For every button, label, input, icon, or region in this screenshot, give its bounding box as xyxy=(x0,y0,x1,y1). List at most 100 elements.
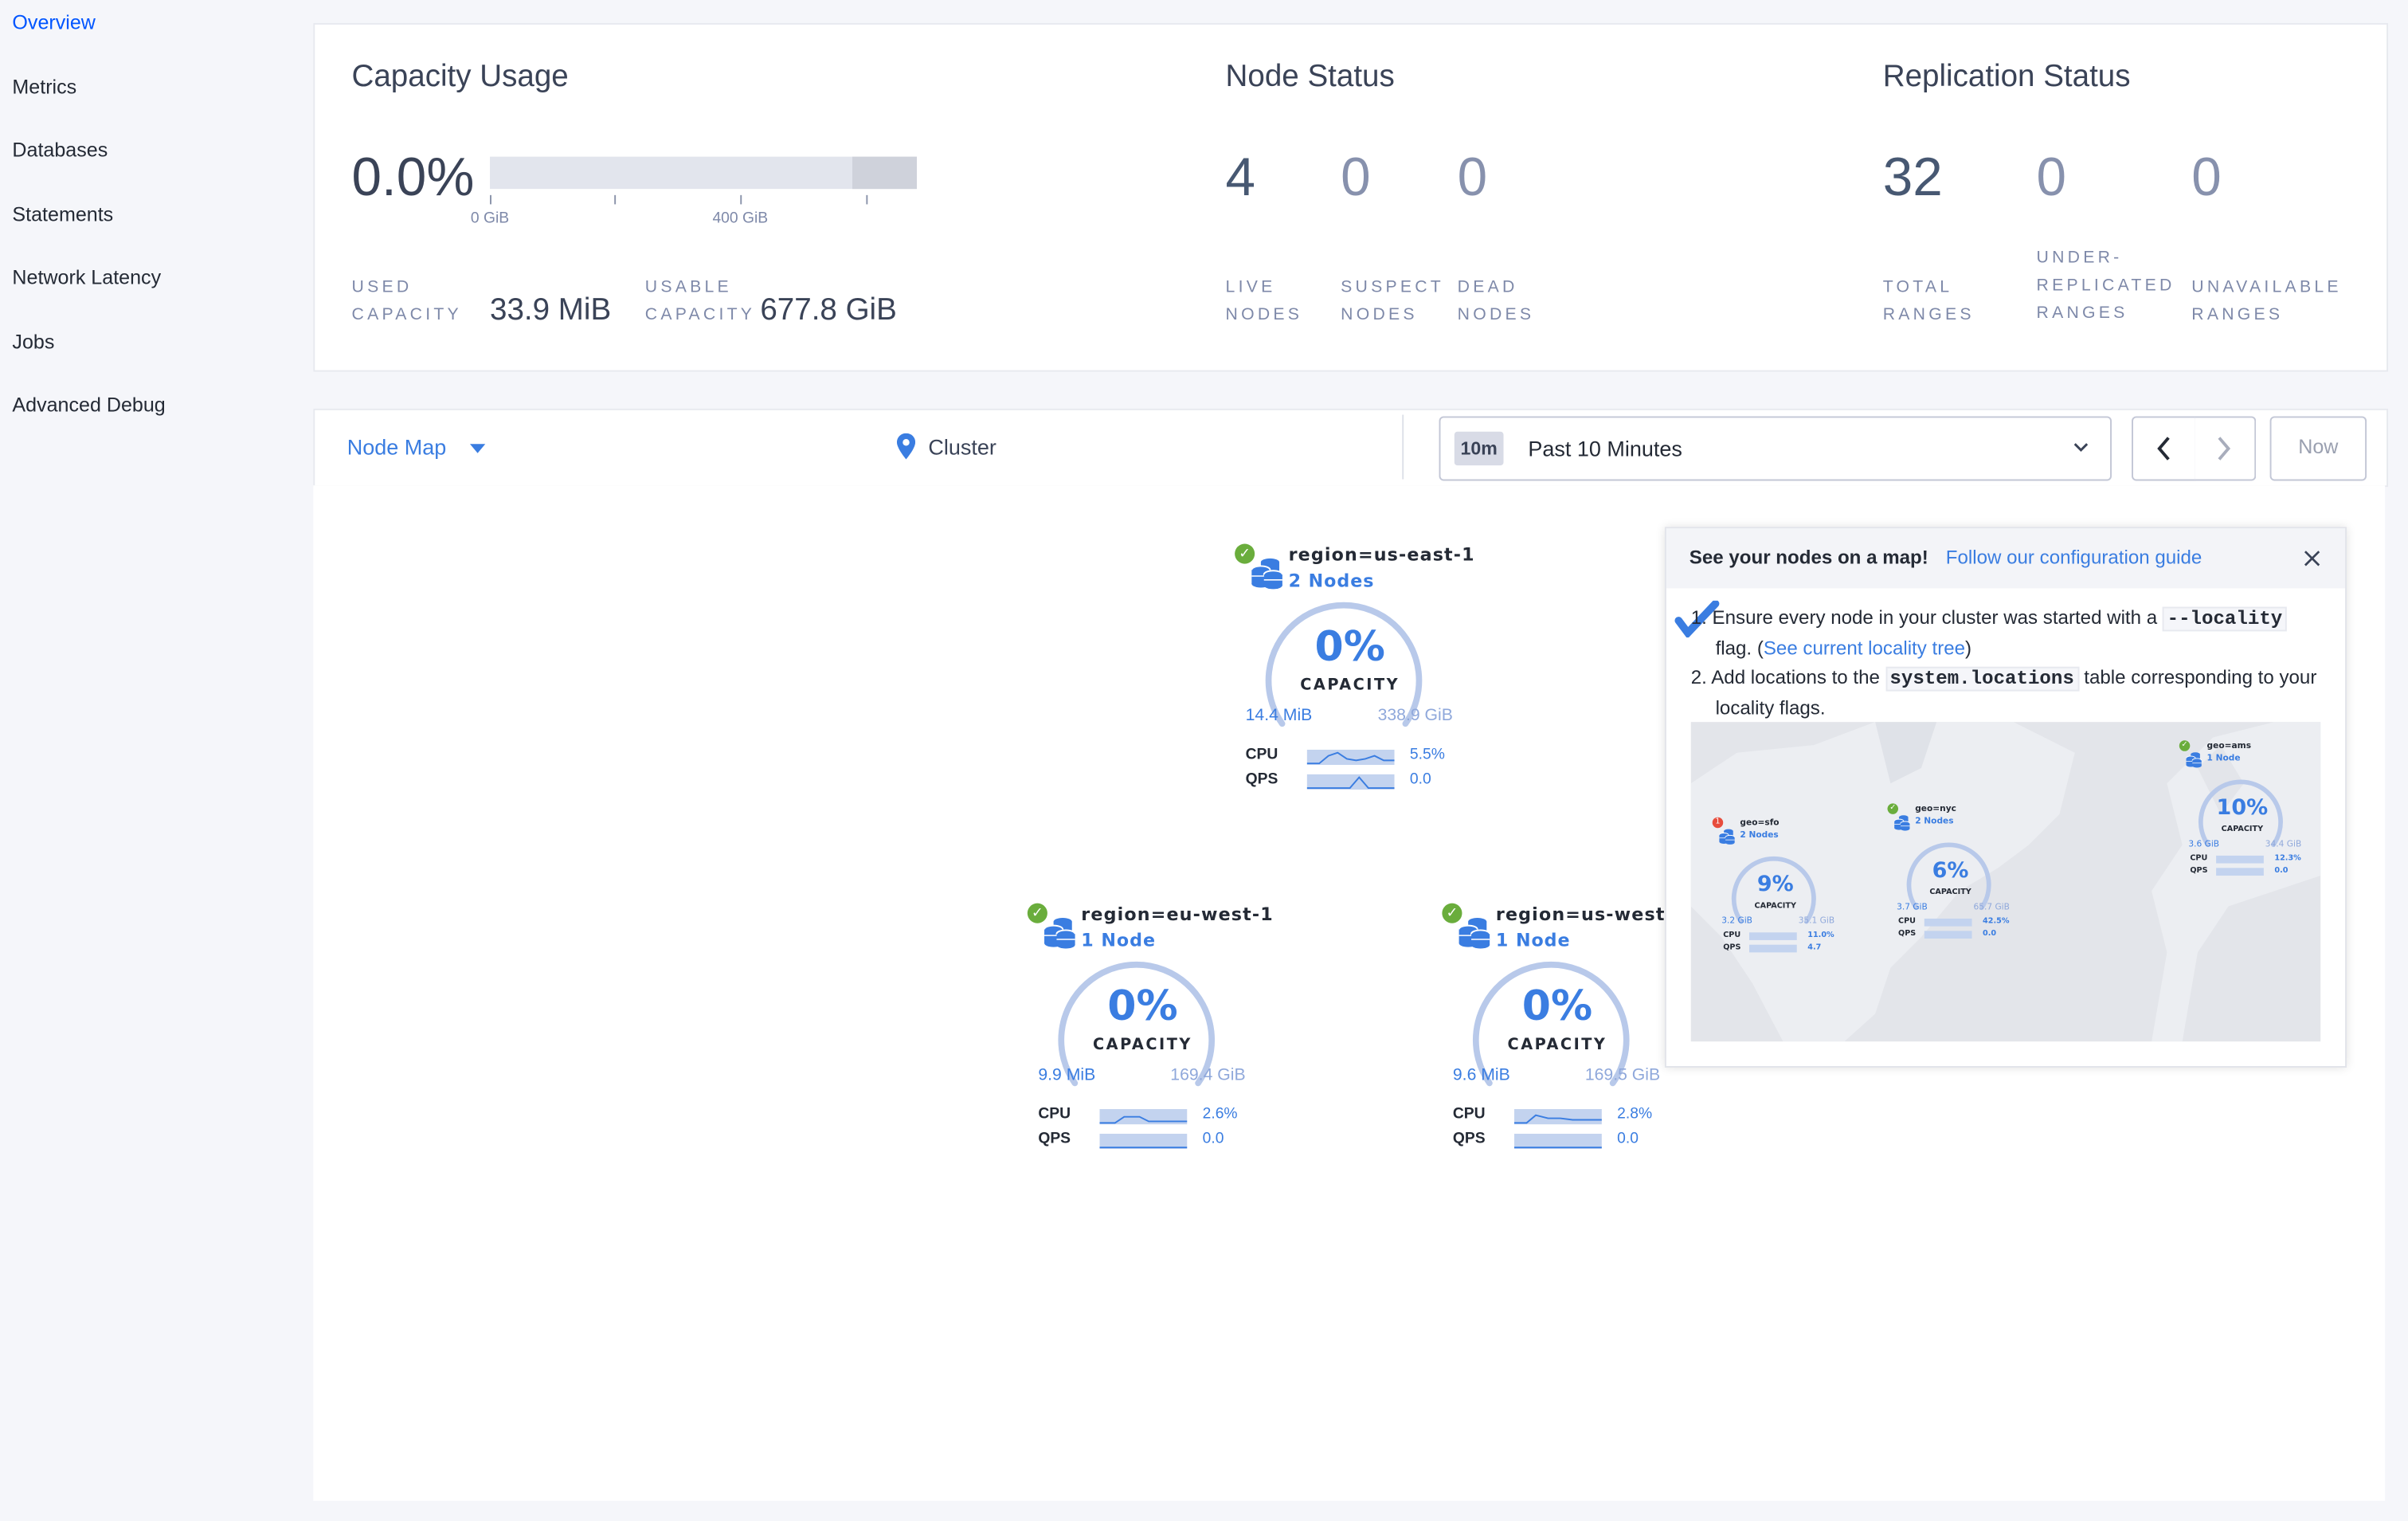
step-text: table corresponding to your locality fla… xyxy=(1715,666,2317,719)
time-range-select[interactable]: 10m Past 10 Minutes xyxy=(1439,416,2112,481)
label-line: LIVE xyxy=(1225,277,1276,297)
chevron-left-icon xyxy=(2157,437,2170,461)
bar-tick xyxy=(866,194,868,205)
total-capacity: 338.9 GiB xyxy=(1377,706,1453,726)
capacity-label: CAPACITY xyxy=(2221,825,2264,834)
healthy-check-icon: ✓ xyxy=(2179,740,2191,751)
capacity-percent: 0% xyxy=(1521,982,1593,1031)
next-time-button[interactable] xyxy=(2195,416,2257,481)
used-capacity-label: USED CAPACITY xyxy=(352,273,462,328)
region-name: region=eu-west-1 xyxy=(1081,903,1274,925)
capacity-gauge xyxy=(1731,856,1816,924)
cpu-label: CPU xyxy=(2190,853,2208,864)
label-line: USABLE xyxy=(644,277,732,297)
cpu-value: 2.6% xyxy=(1202,1106,1238,1123)
time-range-label: Past 10 Minutes xyxy=(1528,436,1682,461)
capacity-gauge xyxy=(1472,962,1630,1087)
capacity-gauge xyxy=(2198,779,2283,848)
world-map-landmass xyxy=(1690,722,2321,1042)
step-text: flag. ( xyxy=(1715,637,1764,659)
sidebar-item-jobs[interactable]: Jobs xyxy=(12,330,55,354)
used-capacity: 14.4 MiB xyxy=(1245,706,1313,726)
node-group-us-west-1[interactable]: ✓ region=us-west-1 1 Node 0% CAPACITY 9.6 MiB… xyxy=(1442,903,1749,1165)
cpu-sparkline xyxy=(2216,855,2264,864)
view-select-dropdown[interactable]: Node Map xyxy=(347,434,487,460)
total-capacity: 35.1 GiB xyxy=(1798,917,1835,927)
previous-time-button[interactable] xyxy=(2132,416,2197,481)
used-capacity-value: 33.9 MiB xyxy=(490,293,612,327)
cpu-value: 11.0% xyxy=(1807,931,1834,940)
capacity-percent: 10% xyxy=(2216,795,2269,821)
database-icon xyxy=(1043,917,1076,949)
locality-flag-code: --locality xyxy=(2162,606,2288,632)
total-capacity: 169.5 GiB xyxy=(1584,1066,1661,1085)
label-line: CAPACITY xyxy=(644,305,756,324)
bar-tick xyxy=(740,194,742,205)
setup-step-2: 2. Add locations to the system.locations… xyxy=(1690,666,2317,719)
qps-value: 0.0 xyxy=(1409,770,1431,789)
node-count: 1 Node xyxy=(1495,929,1571,951)
node-group-eu-west-1[interactable]: ✓ region=eu-west-1 1 Node 0% CAPACITY 9.9 MiB… xyxy=(1027,903,1335,1165)
cpu-value: 2.8% xyxy=(1617,1106,1653,1123)
usable-capacity-value: 677.8 GiB xyxy=(760,293,897,327)
dead-nodes-label: DEAD NODES xyxy=(1458,273,1535,328)
used-capacity: 9.9 MiB xyxy=(1038,1066,1096,1085)
usable-capacity-label: USABLE CAPACITY xyxy=(645,273,755,328)
sidebar-item-overview[interactable]: Overview xyxy=(12,10,96,34)
database-icon xyxy=(1893,815,1910,831)
bar-tick xyxy=(490,194,491,205)
sidebar-item-network-latency[interactable]: Network Latency xyxy=(12,265,162,289)
used-capacity: 3.6 GiB xyxy=(2188,840,2220,850)
breadcrumb-cluster[interactable]: Cluster xyxy=(928,434,996,460)
label-line: RANGES xyxy=(2191,305,2284,324)
label-line: UNAVAILABLE xyxy=(2191,277,2342,297)
capacity-usage-title: Capacity Usage xyxy=(351,60,569,94)
used-capacity: 3.2 GiB xyxy=(1721,917,1752,927)
cpu-label: CPU xyxy=(1245,747,1278,764)
capacity-label: CAPACITY xyxy=(1092,1037,1192,1054)
capacity-label: CAPACITY xyxy=(1300,677,1400,695)
total-ranges-label: TOTAL RANGES xyxy=(1883,273,1975,328)
node-count: 1 Node xyxy=(1081,929,1156,951)
label-line: RANGES xyxy=(2036,304,2128,323)
label-line: REPLICATED xyxy=(2036,276,2175,296)
sidebar-item-statements[interactable]: Statements xyxy=(12,202,114,226)
cpu-sparkline xyxy=(1306,749,1395,766)
capacity-gauge xyxy=(1058,962,1216,1087)
locality-tree-link[interactable]: See current locality tree xyxy=(1763,637,1966,659)
qps-sparkline xyxy=(2216,868,2264,876)
label-line: USED xyxy=(351,277,413,297)
system-locations-code: system.locations xyxy=(1885,666,2079,692)
suspect-nodes-count: 0 xyxy=(1341,147,1371,208)
sidebar-item-advanced-debug[interactable]: Advanced Debug xyxy=(12,393,166,417)
qps-value: 0.0 xyxy=(1202,1131,1224,1148)
label-line: UNDER- xyxy=(2036,249,2123,268)
qps-label: QPS xyxy=(1245,770,1278,789)
capacity-percent: 6% xyxy=(1932,858,1969,884)
step-text: Add locations to the xyxy=(1711,666,1885,688)
capacity-bar-unusable xyxy=(852,156,918,190)
cpu-sparkline xyxy=(1748,932,1797,940)
configuration-guide-link[interactable]: Follow our configuration guide xyxy=(1945,547,2202,569)
region-name: region=us-east-1 xyxy=(1288,543,1475,566)
sidebar-item-metrics[interactable]: Metrics xyxy=(12,75,77,99)
qps-value: 0.0 xyxy=(1617,1131,1639,1148)
node-group-us-east-1[interactable]: ✓ region=us-east-1 2 Nodes 0% CAPACITY 14.4 M… xyxy=(1235,543,1542,806)
view-select-label: Node Map xyxy=(347,434,447,460)
used-capacity: 9.6 MiB xyxy=(1452,1066,1510,1085)
database-icon xyxy=(1251,558,1283,590)
qps-label: QPS xyxy=(2190,866,2208,876)
node-status-title: Node Status xyxy=(1225,60,1395,94)
geo-name: geo=nyc xyxy=(1915,805,1956,814)
healthy-check-icon: ✓ xyxy=(1442,903,1462,923)
toolbar-divider xyxy=(1402,414,1404,480)
capacity-percent: 0.0% xyxy=(351,147,475,208)
geo-name: geo=sfo xyxy=(1740,818,1780,829)
sidebar-item-databases[interactable]: Databases xyxy=(12,138,108,162)
close-icon[interactable] xyxy=(2304,550,2320,566)
now-button[interactable]: Now xyxy=(2269,416,2367,481)
breadcrumb: Cluster xyxy=(896,433,996,461)
node-count: 2 Nodes xyxy=(1288,570,1375,592)
label-line: NODES xyxy=(1341,305,1418,324)
